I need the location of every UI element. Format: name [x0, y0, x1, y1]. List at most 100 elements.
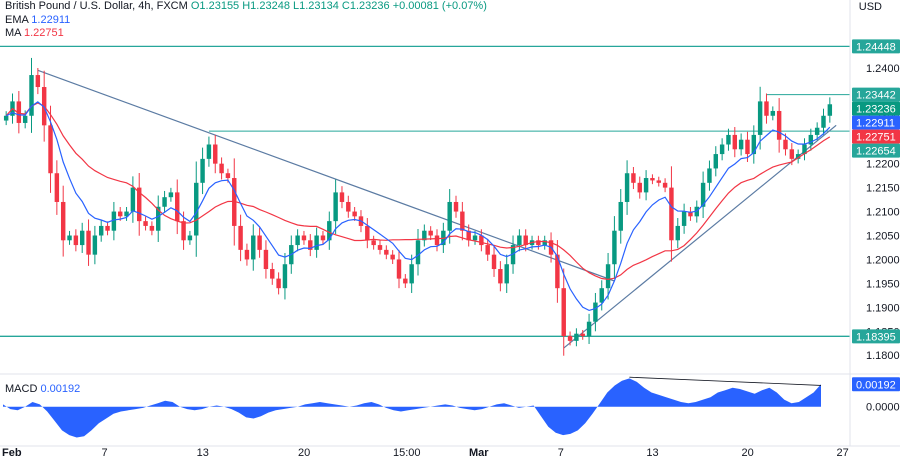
candle-body [605, 264, 611, 289]
candle-body [542, 240, 547, 246]
macd-value: 0.00192 [40, 383, 81, 395]
candle-body [320, 235, 326, 241]
x-tick-label: 7 [558, 447, 564, 458]
candle-body [194, 182, 199, 236]
candles [3, 57, 833, 356]
price-badge [852, 329, 900, 344]
candle-body [662, 182, 668, 188]
candle-body [225, 173, 231, 179]
candle-body [783, 139, 788, 150]
x-tick-label: 15:00 [393, 447, 421, 458]
y-tick-label: 1.22000 [866, 159, 900, 171]
candle-body [143, 221, 148, 226]
candle-body [346, 201, 351, 212]
candle-body [257, 235, 262, 250]
candle-body [624, 173, 630, 202]
candle-body [789, 149, 795, 159]
candle-body [466, 230, 471, 241]
candle-body [16, 101, 22, 123]
candle-body [795, 154, 801, 159]
price-badge [852, 115, 900, 130]
candle-body [149, 225, 155, 231]
ema-label: EMA [5, 14, 29, 26]
candle-body [776, 110, 782, 140]
candle-body [48, 125, 53, 174]
y-tick-label: 1.24000 [866, 63, 900, 75]
ohlc-readout: O1.23155 H1.23248 L1.23134 C1.23236 +0.0… [190, 0, 487, 12]
candle-body [377, 245, 383, 250]
x-tick-label: 13 [646, 447, 658, 458]
price-badge-text: 1.23236 [856, 104, 896, 116]
ma-legend[interactable]: MA 1.22751 [5, 27, 64, 39]
y-tick-label: 1.21000 [866, 207, 900, 219]
candle-body [637, 182, 642, 193]
candle-body [187, 235, 193, 241]
ema-legend[interactable]: EMA 1.22911 [5, 14, 70, 26]
x-tick-label: 27 [837, 447, 849, 458]
candle-body [365, 225, 370, 241]
candle-body [599, 288, 604, 303]
candle-body [827, 104, 833, 116]
candle-body [168, 192, 174, 198]
price-badge [852, 129, 900, 144]
candle-body [732, 134, 738, 150]
candle-body [656, 180, 661, 183]
candle-body [22, 115, 28, 123]
candle-body [821, 115, 826, 128]
y-tick-label: 1.20000 [866, 254, 900, 266]
candle-body [371, 240, 376, 246]
price-badge-text: 1.22751 [856, 132, 896, 144]
ma-value: 1.22751 [23, 27, 64, 39]
candle-body [669, 187, 674, 241]
macd-badge-text: 0.00192 [856, 379, 896, 391]
candle-body [472, 235, 478, 241]
candle-body [555, 254, 560, 289]
candle-body [162, 197, 167, 207]
candle-body [232, 178, 237, 226]
candle-body [3, 115, 9, 121]
candle-body [517, 235, 522, 246]
price-badge [852, 143, 900, 158]
candle-body [219, 163, 224, 174]
candle-body [498, 269, 503, 284]
candle-body [504, 264, 509, 284]
candle-body [137, 187, 142, 222]
candle-body [814, 127, 820, 135]
candle-body [251, 235, 256, 260]
candle-body [719, 144, 725, 155]
ma-label: MA [5, 27, 21, 39]
candle-body [181, 221, 186, 241]
candle-body [643, 178, 649, 193]
candle-body [117, 211, 123, 217]
candle-body [422, 230, 427, 241]
candle-body [295, 235, 300, 246]
macd-divergence-line [629, 376, 822, 386]
y-tick-label: 1.19000 [866, 302, 900, 314]
ema-line [5, 101, 831, 312]
candle-body [434, 235, 440, 246]
candle-body [631, 173, 636, 183]
macd-legend[interactable]: MACD 0.00192 [5, 383, 80, 395]
price-badge-text: 1.22654 [856, 146, 896, 158]
y-tick-label: 1.19500 [866, 278, 900, 290]
x-tick-label: Mar [469, 447, 489, 458]
macd-area [3, 378, 821, 438]
candle-body [707, 168, 712, 183]
x-tick-label: 20 [298, 447, 310, 458]
x-tick-label: 7 [102, 447, 108, 458]
candle-body [770, 110, 776, 116]
candle-body [491, 254, 497, 270]
y-tick-label: 1.21500 [866, 183, 900, 195]
candle-body [339, 192, 345, 202]
trendline [37, 69, 615, 282]
candle-body [314, 235, 319, 250]
candle-body [105, 225, 110, 231]
candle-body [650, 178, 655, 181]
candle-body [29, 75, 34, 116]
candle-body [428, 230, 433, 236]
candle-body [175, 192, 180, 222]
